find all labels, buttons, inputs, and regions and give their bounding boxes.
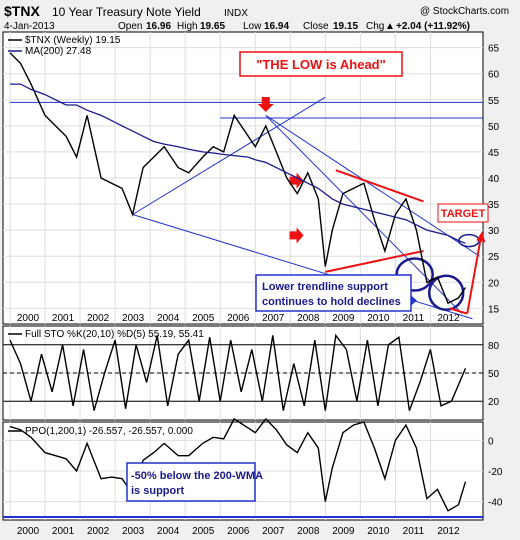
x-tick-label: 2011 — [403, 526, 425, 537]
y-tick-label: 0 — [488, 436, 494, 447]
x-tick-label: 2007 — [262, 526, 285, 537]
x-tick-label: 2003 — [122, 526, 145, 537]
projection-arrow-shaft — [466, 235, 483, 314]
x-tick-label: 2001 — [52, 313, 75, 324]
y-tick-label: -40 — [488, 498, 503, 509]
y-tick-label: 30 — [488, 226, 500, 237]
red-resistance-line — [335, 169, 424, 203]
chart-title: 10 Year Treasury Note Yield — [52, 5, 201, 19]
x-tick-label: 2000 — [17, 313, 40, 324]
y-tick-label: 60 — [488, 70, 500, 81]
close-value: 19.15 — [333, 21, 358, 32]
x-tick-label: 2009 — [332, 313, 355, 324]
x-tick-label: 2004 — [157, 526, 180, 537]
y-tick-label: 50 — [488, 122, 500, 133]
wma-text-1: -50% below the 200-WMA — [131, 470, 263, 482]
x-tick-label: 2011 — [403, 313, 425, 324]
x-tick-label: 2005 — [192, 313, 215, 324]
watermark: @ StockCharts.com — [420, 6, 509, 17]
chg-arrow-icon: ▲ — [385, 21, 395, 32]
x-tick-label: 2008 — [297, 313, 320, 324]
low-ahead-text: "THE LOW is Ahead" — [256, 57, 386, 72]
projection-arrow-base — [449, 307, 468, 315]
close-label: Close — [303, 21, 329, 32]
wma-text-2: is support — [131, 485, 185, 497]
x-tick-label: 2005 — [192, 526, 215, 537]
rising-trendline — [132, 96, 326, 215]
legend-tnx: $TNX (Weekly) 19.15 — [25, 35, 121, 46]
lower-trendline-callout: Lower trendline support continues to hol… — [255, 274, 412, 312]
projection-arrow-head-icon — [476, 231, 486, 243]
series-line-0-MA(200) — [10, 83, 466, 244]
y-tick-label: -20 — [488, 467, 503, 478]
y-tick-label: 20 — [488, 397, 500, 408]
chart-exchange: INDX — [224, 8, 248, 19]
x-tick-label: 2007 — [262, 313, 285, 324]
red-right-arrow-icon-2 — [289, 227, 304, 244]
x-tick-label: 2012 — [437, 313, 460, 324]
legend-ma: MA(200) 27.48 — [25, 46, 92, 57]
x-tick-label: 2002 — [87, 526, 110, 537]
red-support-line — [325, 250, 424, 273]
chart-date: 4-Jan-2013 — [4, 21, 55, 32]
y-tick-label: 25 — [488, 252, 500, 263]
open-value: 16.96 — [146, 21, 171, 32]
y-tick-label: 55 — [488, 96, 500, 107]
low-label: Low — [243, 21, 262, 32]
wma-support-callout: -50% below the 200-WMA is support — [126, 462, 263, 502]
high-label: High — [177, 21, 198, 32]
x-tick-label: 2009 — [332, 526, 355, 537]
series-line-1-%K — [9, 333, 467, 411]
y-tick-label: 45 — [488, 148, 500, 159]
y-tick-label: 40 — [488, 174, 500, 185]
y-tick-label: 15 — [488, 304, 500, 315]
target-text: TARGET — [441, 208, 486, 220]
ppo-legend: PPO(1,200,1) -26.557, -26.557, 0.000 — [8, 426, 193, 437]
x-tick-label: 2012 — [437, 526, 460, 537]
series-line-0-$TNX — [9, 52, 467, 305]
x-tick-label: 2008 — [297, 526, 320, 537]
y-tick-label: 65 — [488, 44, 500, 55]
low-circle-2 — [427, 274, 465, 311]
x-tick-label: 2006 — [227, 313, 250, 324]
price-legend: $TNX (Weekly) 19.15 MA(200) 27.48 — [8, 35, 121, 57]
legend-ppo: PPO(1,200,1) -26.557, -26.557, 0.000 — [25, 426, 193, 437]
x-tick-label: 2001 — [52, 526, 75, 537]
low-value: 16.94 — [264, 21, 289, 32]
x-tick-label: 2006 — [227, 526, 250, 537]
x-tick-label: 2010 — [367, 526, 390, 537]
y-tick-label: 80 — [488, 341, 500, 352]
x-tick-label: 2004 — [157, 313, 180, 324]
red-down-arrow-icon — [257, 97, 274, 112]
x-tick-label: 2000 — [17, 526, 40, 537]
lower-trendline-text-2: continues to hold declines — [262, 296, 401, 308]
x-tick-label: 2003 — [122, 313, 145, 324]
x-tick-label: 2010 — [367, 313, 390, 324]
low-ahead-callout: "THE LOW is Ahead" — [239, 51, 403, 77]
x-tick-label: 2002 — [87, 313, 110, 324]
chg-label: Chg — [366, 21, 384, 32]
target-callout: TARGET — [437, 203, 489, 223]
y-tick-label: 35 — [488, 200, 500, 211]
chg-value: +2.04 (+11.92%) — [396, 21, 470, 32]
series-line-2-PPO — [9, 417, 467, 512]
chart-symbol: $TNX — [4, 3, 40, 19]
y-tick-label: 20 — [488, 278, 500, 289]
stochastic-legend: Full STO %K(20,10) %D(5) 55.19, 55.41 — [8, 329, 204, 340]
high-value: 19.65 — [200, 21, 225, 32]
falling-trendline-upper — [265, 115, 480, 257]
y-tick-label: 50 — [488, 369, 500, 380]
lower-trendline-text-1: Lower trendline support — [262, 281, 388, 293]
legend-sto: Full STO %K(20,10) %D(5) 55.19, 55.41 — [25, 329, 204, 340]
open-label: Open — [118, 21, 142, 32]
